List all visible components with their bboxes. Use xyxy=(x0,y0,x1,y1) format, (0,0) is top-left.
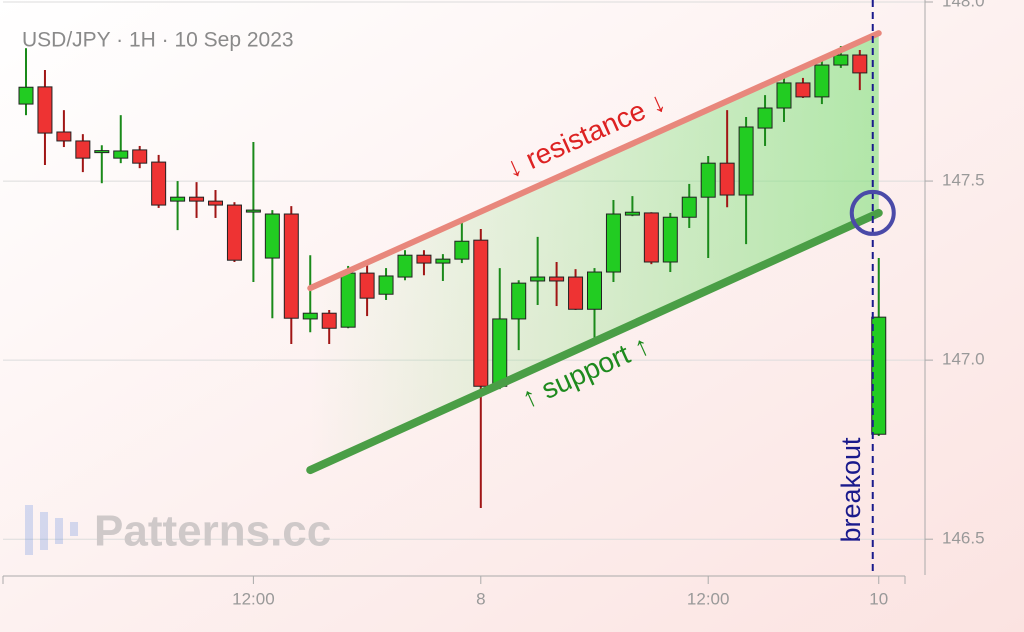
candle-body xyxy=(359,272,375,299)
candle-body xyxy=(151,161,167,206)
watermark: Patterns.cc xyxy=(94,507,331,556)
candle-body xyxy=(871,316,887,435)
x-tick-label: 12:00 xyxy=(687,589,730,608)
candle-body xyxy=(719,162,735,196)
candle-body xyxy=(132,149,148,164)
trendline xyxy=(306,208,883,475)
candle-body xyxy=(738,126,754,196)
channel-area xyxy=(310,33,879,471)
candle-body xyxy=(814,64,830,98)
candle-body xyxy=(435,258,451,264)
y-tick-label: 147.5 xyxy=(942,171,985,190)
candle-body xyxy=(568,276,584,310)
candle-body xyxy=(37,86,53,134)
candle-body xyxy=(643,212,659,263)
candle-body xyxy=(795,82,811,98)
candle-body xyxy=(340,272,356,328)
candle-body xyxy=(170,196,186,202)
candle-body xyxy=(473,239,489,387)
candle-body xyxy=(378,275,394,295)
candle-body xyxy=(56,131,72,142)
chart-title: USD/JPY · 1H · 10 Sep 2023 xyxy=(22,29,294,52)
candle-body xyxy=(605,213,621,273)
candle-body xyxy=(852,54,868,74)
candle-body xyxy=(454,240,470,260)
candle-body xyxy=(492,318,508,387)
candles xyxy=(18,46,887,509)
candle-body xyxy=(511,282,527,320)
candle-body xyxy=(700,162,716,198)
trendline xyxy=(307,30,882,292)
candle-body xyxy=(321,312,337,329)
x-tick-label: 8 xyxy=(476,589,485,608)
x-tick-label: 12:00 xyxy=(232,589,275,608)
candle-body xyxy=(681,196,697,218)
candle-body xyxy=(416,254,432,264)
candle-body xyxy=(208,200,223,206)
candle-body xyxy=(264,213,280,259)
candle-body xyxy=(776,82,792,109)
y-tick-label: 146.5 xyxy=(942,529,985,548)
candle-body xyxy=(302,312,318,320)
candle-body xyxy=(189,196,205,202)
candle-body xyxy=(245,209,261,213)
candle-body xyxy=(757,107,773,129)
y-tick-label: 148.0 xyxy=(942,0,985,10)
y-tick-label: 147.0 xyxy=(942,350,985,369)
candle-body xyxy=(549,276,565,282)
candle-body xyxy=(75,140,91,159)
candle-body xyxy=(283,213,299,319)
x-tick-label: 10 xyxy=(869,589,888,608)
breakout-circle xyxy=(849,189,896,236)
candle-body xyxy=(833,54,849,66)
candle-body xyxy=(624,211,640,216)
candle-body xyxy=(397,254,413,278)
channel xyxy=(310,33,879,471)
candle-body xyxy=(587,271,602,310)
candle-body xyxy=(530,276,546,282)
candle-body xyxy=(226,204,242,261)
candle-body xyxy=(94,150,110,154)
candle-body xyxy=(18,86,34,105)
breakout-label: breakout xyxy=(836,437,866,543)
watermark-icon xyxy=(25,505,78,555)
candle-body xyxy=(662,216,678,263)
candle-body xyxy=(113,150,129,159)
axes: 146.5 147.0 147.5 148.0 12:00 8 12:00 10 xyxy=(232,0,984,608)
